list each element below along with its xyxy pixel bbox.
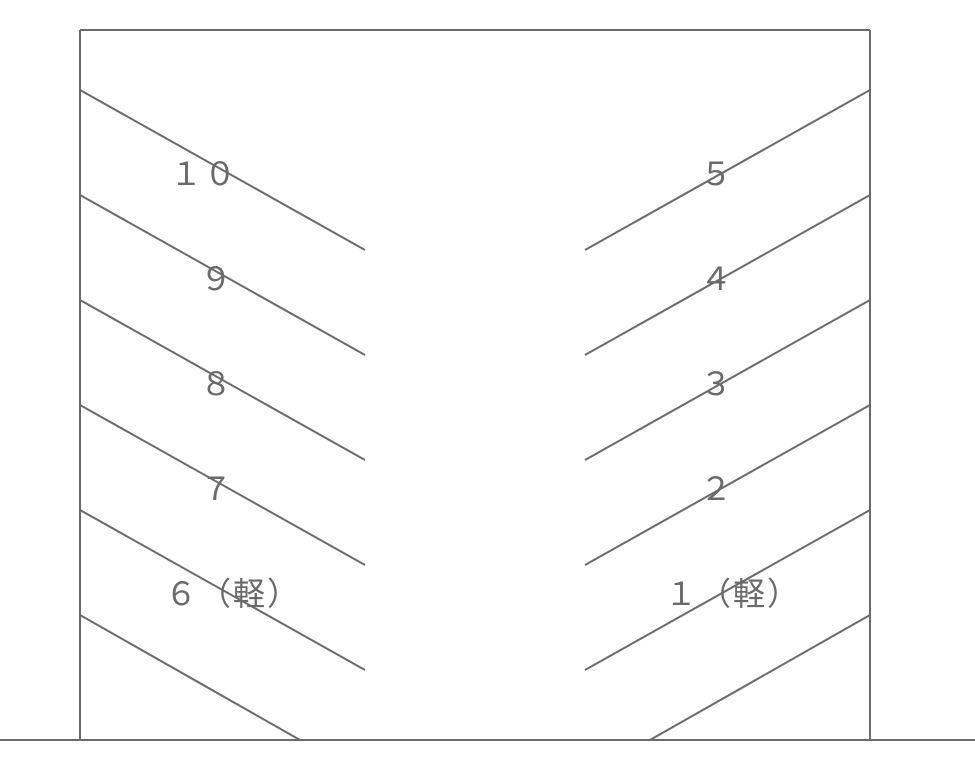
parking-slot-label-left-4: ６（軽） bbox=[165, 576, 301, 612]
parking-slot-label-right-0: ５ bbox=[700, 156, 734, 192]
parking-slot-label-left-0: １０ bbox=[170, 156, 238, 192]
left-divider-5 bbox=[80, 615, 300, 740]
parking-slot-label-left-3: ７ bbox=[200, 471, 234, 507]
right-divider-5 bbox=[650, 615, 870, 740]
parking-lot-diagram: １０ ９ ８ ７ ６（軽） ５ ４ ３ ２ １（軽） bbox=[0, 0, 975, 769]
parking-slot-label-left-1: ９ bbox=[200, 261, 234, 297]
parking-slot-label-right-1: ４ bbox=[700, 261, 734, 297]
parking-slot-label-left-2: ８ bbox=[200, 366, 234, 402]
parking-slot-label-right-3: ２ bbox=[700, 471, 734, 507]
parking-slot-label-right-2: ３ bbox=[700, 366, 734, 402]
parking-slot-label-right-4: １（軽） bbox=[665, 576, 801, 612]
